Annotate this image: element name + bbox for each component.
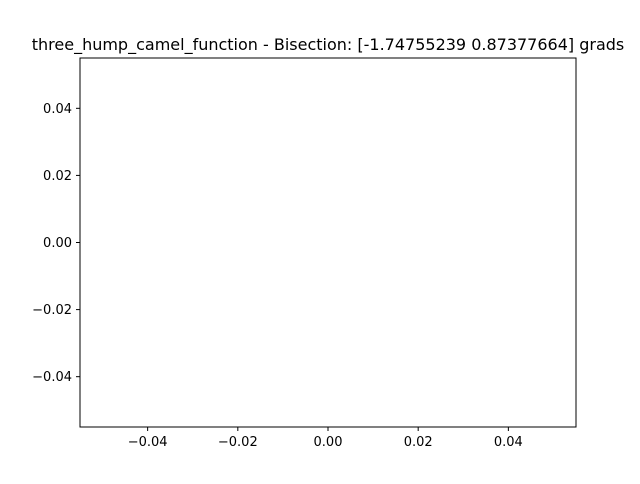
y-tick-label: −0.02 — [32, 303, 72, 318]
plot-area-frame — [79, 57, 577, 428]
y-tick-label: 0.02 — [43, 169, 72, 184]
x-tick-label: −0.02 — [218, 435, 258, 450]
chart-title: three_hump_camel_function - Bisection: [… — [32, 35, 625, 55]
x-axis-ticks: −0.04 −0.02 0.00 0.02 0.04 — [128, 427, 523, 450]
x-tick-label: 0.00 — [314, 435, 343, 450]
x-tick-label: −0.04 — [128, 435, 168, 450]
x-tick-label: 0.04 — [494, 435, 523, 450]
y-axis-ticks: 0.04 0.02 0.00 −0.02 −0.04 — [32, 102, 80, 385]
y-tick-label: 0.00 — [43, 236, 72, 251]
y-tick-label: −0.04 — [32, 370, 72, 385]
x-tick-label: 0.02 — [404, 435, 433, 450]
y-tick-label: 0.04 — [43, 102, 72, 117]
